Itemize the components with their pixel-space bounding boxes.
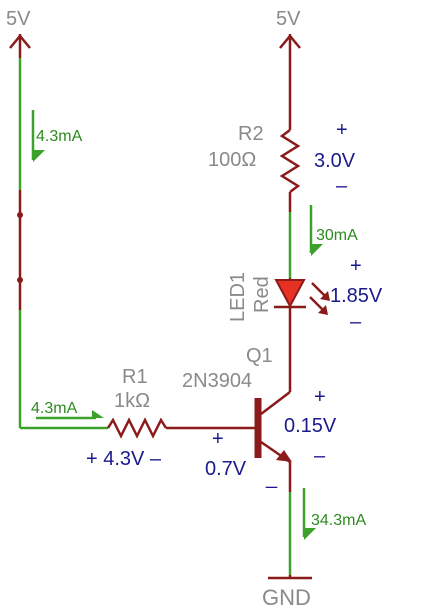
left-current-label: 4.3mA xyxy=(36,128,83,145)
r1-current-arrow-icon xyxy=(92,410,104,418)
led-current-arrow-icon xyxy=(311,244,323,256)
q1-be-minus-sign: _ xyxy=(265,467,278,489)
left-5v-supply: 5V xyxy=(6,8,31,58)
led-color-label: Red xyxy=(251,276,273,313)
r1-voltage-label: + 4.3V – xyxy=(86,448,162,470)
ground-symbol: GND xyxy=(262,575,312,610)
q1-transistor: Q1 2N3904 + 0.15V – + 0.7V _ xyxy=(182,345,337,489)
left-current-arrow-icon xyxy=(33,150,45,162)
r2-resistor: R2 100Ω + 3.0V – xyxy=(208,119,356,197)
r1-resistor: R1 1kΩ + 4.3V – xyxy=(86,366,255,470)
led-plus-sign: + xyxy=(350,255,362,277)
q1-be-voltage-label: 0.7V xyxy=(205,458,247,480)
q1-emitter-arrow-icon xyxy=(276,450,292,462)
r1-current-label: 4.3mA xyxy=(31,400,78,417)
led-current-label: 30mA xyxy=(316,227,358,244)
r2-plus-sign: + xyxy=(336,119,348,141)
q1-ce-plus-sign: + xyxy=(314,386,326,408)
q1-be-plus-sign: + xyxy=(212,428,224,450)
led-voltage-label: 1.85V xyxy=(330,285,383,307)
r2-zigzag-icon xyxy=(279,129,301,193)
emitter-current-label: 34.3mA xyxy=(311,512,366,529)
led-triangle-icon xyxy=(274,279,306,309)
r2-voltage-label: 3.0V xyxy=(314,150,356,172)
q1-part-label: 2N3904 xyxy=(182,370,252,392)
r1-zigzag-icon xyxy=(106,417,168,439)
q1-ce-minus-sign: – xyxy=(314,445,326,467)
emitter-current-marker: 34.3mA xyxy=(302,488,366,540)
led-current-marker: 30mA xyxy=(309,205,358,256)
led-emission-arrowhead-2-icon xyxy=(318,305,328,315)
led-minus-sign: – xyxy=(350,311,362,333)
q1-collector-lead xyxy=(260,391,291,415)
led-emission-arrowhead-1-icon xyxy=(320,291,330,301)
right-5v-supply: 5V xyxy=(276,8,301,130)
right-5v-label: 5V xyxy=(276,8,301,30)
r2-ref-label: R2 xyxy=(238,123,264,145)
q1-ce-voltage-label: 0.15V xyxy=(284,415,337,437)
r1-current-marker: 4.3mA xyxy=(31,400,104,420)
left-current-marker: 4.3mA xyxy=(31,110,83,162)
led-ref-label: LED1 xyxy=(227,272,249,322)
right-supply-arrow-icon xyxy=(279,34,301,49)
left-supply-arrow-icon xyxy=(9,34,31,49)
r2-minus-sign: – xyxy=(336,175,348,197)
left-5v-label: 5V xyxy=(6,8,31,30)
r2-value-label: 100Ω xyxy=(208,149,256,171)
emitter-current-arrow-icon xyxy=(304,528,316,540)
r1-ref-label: R1 xyxy=(122,366,148,388)
q1-ref-label: Q1 xyxy=(246,345,273,367)
ground-label: GND xyxy=(262,585,311,610)
r1-value-label: 1kΩ xyxy=(114,390,150,412)
led1-diode: LED1 Red + 1.85V – xyxy=(227,255,383,333)
